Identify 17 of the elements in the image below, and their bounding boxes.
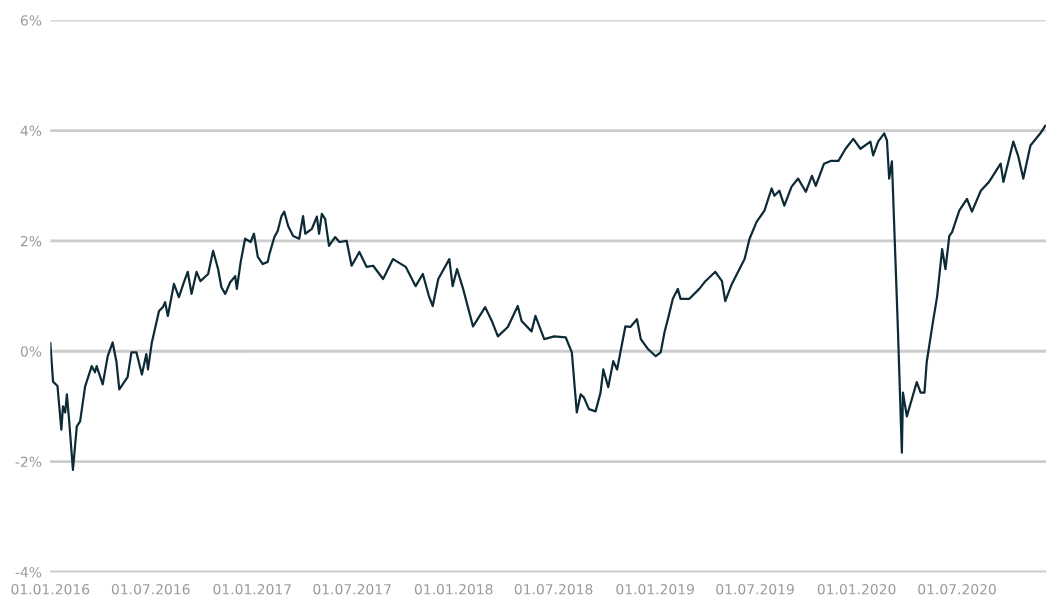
x-tick-label: 01.01.2020 — [817, 583, 896, 595]
y-tick-label: -2% — [15, 456, 42, 468]
x-tick-label: 01.01.2016 — [11, 583, 90, 595]
x-tick-label: 01.07.2017 — [313, 583, 391, 595]
x-tick-label: 01.01.2018 — [414, 583, 493, 595]
y-tick-label: 4% — [20, 125, 42, 137]
x-tick-label: 01.07.2018 — [514, 583, 593, 595]
y-tick-label: 0% — [20, 346, 42, 357]
y-tick-label: -4% — [15, 566, 42, 578]
line-series — [50, 124, 1046, 471]
x-tick-label: 01.07.2020 — [918, 583, 996, 595]
y-tick-label: 6% — [20, 15, 42, 26]
x-tick-label: 01.01.2017 — [213, 583, 291, 595]
x-tick-label: 01.07.2019 — [716, 583, 794, 595]
x-tick-label: 01.07.2016 — [111, 583, 190, 595]
y-tick-label: 2% — [20, 235, 42, 247]
x-tick-label: 01.01.2019 — [616, 583, 694, 595]
